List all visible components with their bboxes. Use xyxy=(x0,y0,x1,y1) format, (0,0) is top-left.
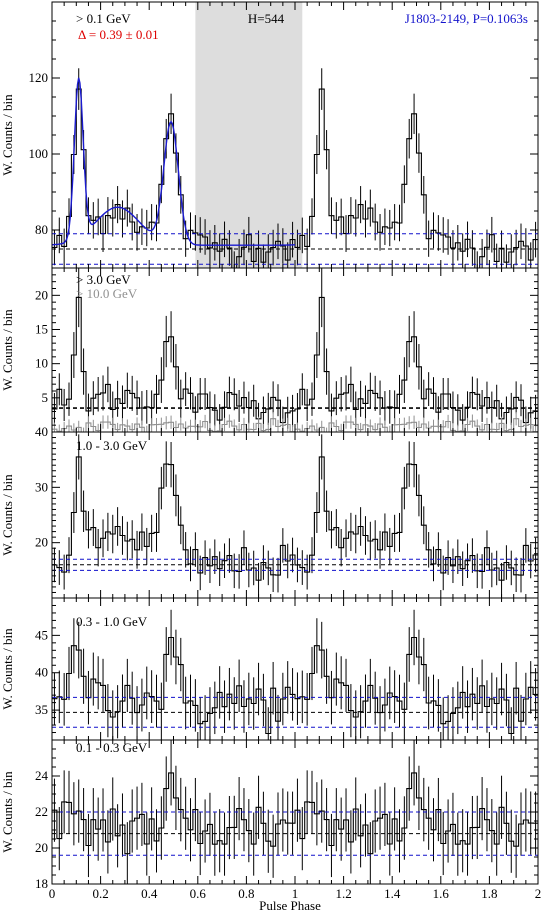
panel-p4: 35 40 45 W. Counts / bin xyxy=(0,597,539,741)
y-tick-label: 5 xyxy=(42,390,49,405)
y-tick-label: 120 xyxy=(29,70,49,85)
plot-area-p3 xyxy=(52,434,538,598)
energy-label-p2: > 3.0 GeV xyxy=(76,272,131,287)
x-tick-label: 0.2 xyxy=(92,886,108,901)
plot-area-p1 xyxy=(52,2,538,268)
y-axis-label: W. Counts / bin xyxy=(0,628,15,710)
y-tick-label: 15 xyxy=(35,322,48,337)
x-tick-label: 1 xyxy=(292,886,299,901)
y-tick-label: 18 xyxy=(35,876,48,891)
panel-p1: 80 100 120 W. Counts / bin xyxy=(0,1,539,269)
x-tick-label: 2 xyxy=(535,886,542,901)
plot-area-p4 xyxy=(52,609,538,740)
energy-label-p4: 0.3 - 1.0 GeV xyxy=(76,614,148,629)
y-tick-label: 100 xyxy=(29,146,49,161)
y-tick-label: 24 xyxy=(35,768,49,783)
histogram-p3 xyxy=(52,456,538,581)
y-tick-label: 40 xyxy=(35,665,48,680)
y-tick-label: 20 xyxy=(35,287,48,302)
y-axis-label: W. Counts / bin xyxy=(0,474,15,556)
panel-p5: 18 20 22 24 W. Counts / bin xyxy=(0,739,539,891)
delta-label: Δ = 0.39 ± 0.01 xyxy=(78,27,159,42)
y-tick-label: 80 xyxy=(35,222,48,237)
energy-label-p1: > 0.1 GeV xyxy=(76,11,131,26)
panel-p2: 5 10 15 20 W. Counts / bin xyxy=(0,267,539,433)
y-tick-label: 30 xyxy=(35,479,48,494)
histogram-p4 xyxy=(52,636,538,735)
y-tick-label: 20 xyxy=(35,535,48,550)
x-tick-label: 1.4 xyxy=(384,886,401,901)
h-statistic-label: H=544 xyxy=(248,11,285,26)
y-tick-label: 45 xyxy=(35,627,48,642)
y-tick-label: 35 xyxy=(35,702,48,717)
histogram-p5 xyxy=(52,772,538,855)
y-tick-label: 10 xyxy=(35,356,48,371)
y-tick-label: 22 xyxy=(35,804,48,819)
x-tick-label: 1.2 xyxy=(335,886,351,901)
energy-label-p2-secondary: > 10.0 GeV xyxy=(76,286,138,301)
y-tick-label: 20 xyxy=(35,840,48,855)
y-axis-label: W. Counts / bin xyxy=(0,94,15,176)
x-tick-label: 1.6 xyxy=(433,886,450,901)
y-tick-label: 40 xyxy=(35,424,48,439)
y-axis-label: W. Counts / bin xyxy=(0,771,15,853)
energy-label-p3: 1.0 - 3.0 GeV xyxy=(76,438,148,453)
panel-frame xyxy=(51,431,539,599)
energy-label-p5: 0.1 - 0.3 GeV xyxy=(76,740,148,755)
panel-p3: 20 30 40 W. Counts / bin xyxy=(0,424,539,599)
x-tick-label: 0.8 xyxy=(238,886,254,901)
x-tick-label: 0 xyxy=(49,886,56,901)
histogram-p2 xyxy=(52,296,538,424)
x-tick-label: 0.4 xyxy=(141,886,158,901)
fit-curve xyxy=(52,77,295,246)
x-axis-label: Pulse Phase xyxy=(259,898,321,913)
x-tick-label: 0.6 xyxy=(190,886,207,901)
histogram-p1 xyxy=(52,88,538,268)
x-tick-label: 1.8 xyxy=(481,886,497,901)
plot-area-p5 xyxy=(52,740,538,884)
y-axis-label: W. Counts / bin xyxy=(0,309,15,391)
pulsar-label: J1803-2149, P=0.1063s xyxy=(405,11,528,26)
